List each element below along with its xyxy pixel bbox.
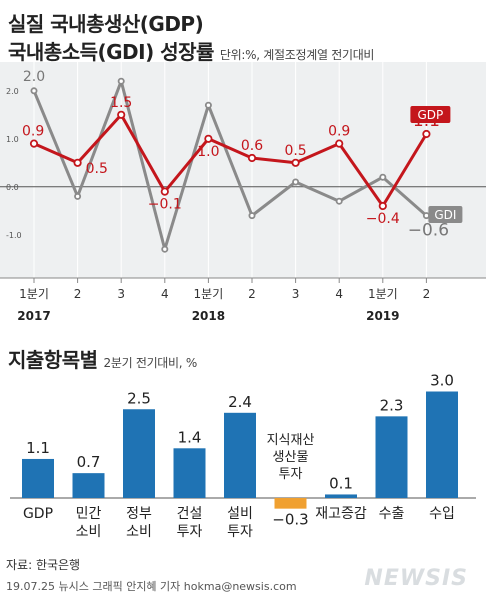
gdi-point [335, 197, 343, 205]
category-label: 건설 [177, 506, 203, 522]
x-tick-label: 3 [117, 287, 125, 301]
gdp-point [422, 129, 431, 139]
category-label: 재고증감 [315, 506, 367, 522]
credit-line: 19.07.25 뉴시스 그래픽 안지혜 기자 hokma@newsis.com [6, 580, 297, 593]
gdi-point [204, 101, 212, 109]
bar-value-label: 3.0 [430, 372, 454, 390]
bar [224, 412, 256, 498]
year-label: 2017 [17, 309, 50, 323]
category-label: 생산물 [273, 450, 309, 465]
newsis-logo: NEWSIS [364, 566, 468, 591]
bar [426, 391, 458, 498]
gdp-point [73, 158, 82, 167]
gdi-legend: GDI [428, 206, 463, 223]
category-label: 정부 [126, 506, 152, 522]
gdp-series-line [33, 113, 428, 208]
gdp-point [160, 187, 169, 196]
gdi-point [161, 245, 169, 253]
category-label: 수출 [379, 506, 405, 522]
gdp-data-label: −0.4 [366, 211, 400, 227]
y-tick-label: 2.0 [6, 87, 19, 96]
gdp-legend-label: GDP [418, 108, 444, 122]
y-tick-label: -1.0 [6, 231, 22, 240]
gdp-point [29, 139, 39, 148]
category-label: 투자 [177, 524, 203, 540]
gdi-point [74, 192, 82, 200]
gdp-point [247, 153, 257, 163]
gdi-point [30, 87, 38, 95]
bar [22, 458, 54, 498]
bar [375, 416, 408, 498]
gdi-legend-box [428, 206, 463, 223]
gdi-legend-label: GDI [434, 208, 456, 222]
bar [274, 498, 307, 509]
bar-value-label: 0.7 [77, 453, 101, 471]
gdp-legend: GDP [410, 106, 451, 123]
x-tick-label: 1분기 [194, 287, 224, 301]
x-tick-label: 2 [248, 287, 256, 301]
gdi-data-label: −0.6 [408, 221, 449, 241]
bar [325, 494, 357, 498]
x-tick-label: 4 [161, 287, 169, 301]
gdp-data-label: 1.5 [110, 95, 132, 111]
bar [173, 448, 206, 498]
bar-value-label: 1.4 [178, 428, 202, 446]
gdi-data-label: 2.0 [23, 69, 45, 85]
gdp-data-label: 1.0 [197, 144, 219, 160]
chart-title-line1: 실질 국내총생산(GDP) [8, 12, 204, 36]
gdp-point [117, 110, 126, 119]
plot-background [0, 62, 486, 278]
bar [72, 473, 105, 498]
gdp-point [291, 158, 300, 167]
gdp-data-label: 0.6 [241, 138, 263, 154]
category-label: 투자 [279, 467, 303, 482]
gdi-point [117, 77, 125, 85]
year-label: 2019 [366, 309, 399, 323]
expenditure-section-title: 지출항목별 2분기 전기대비, % [8, 348, 198, 372]
x-tick-label: 2 [74, 287, 82, 301]
bar-value-label: −0.3 [272, 511, 308, 529]
gdi-point [248, 212, 256, 220]
bar-value-label: 0.1 [329, 474, 353, 492]
unit-note: 단위:%, 계절조정계열 전기대비 [219, 48, 375, 62]
gdp-data-label: 0.9 [22, 124, 44, 140]
category-label: GDP [23, 506, 53, 522]
x-tick-label: 1분기 [19, 287, 49, 301]
expenditure-unit-note: 2분기 전기대비, % [103, 356, 198, 370]
year-label: 2018 [192, 309, 225, 323]
gdi-point [379, 173, 387, 181]
category-label: 수입 [429, 506, 455, 522]
x-tick-label: 3 [292, 287, 300, 301]
gdp-point [204, 134, 213, 143]
gdp-point [378, 201, 387, 211]
bar [123, 409, 155, 498]
category-label: 지식재산 [267, 433, 315, 448]
category-label: 소비 [126, 524, 152, 540]
bar-value-label: 1.1 [26, 439, 50, 457]
gdp-point [335, 139, 344, 148]
gdi-point [422, 212, 430, 220]
bar-value-label: 2.4 [228, 393, 252, 411]
category-label: 설비 [227, 506, 253, 522]
gdp-data-label: 0.5 [86, 161, 108, 177]
gdi-point [292, 178, 300, 186]
gdp-data-label: 0.9 [328, 124, 350, 140]
x-tick-label: 1분기 [368, 287, 398, 301]
x-tick-label: 4 [335, 287, 343, 301]
bar-value-label: 2.3 [380, 396, 404, 414]
chart-title-line2: 국내총소득(GDI) 성장률 단위:%, 계절조정계열 전기대비 [8, 40, 375, 64]
category-label: 투자 [227, 524, 253, 540]
gdp-data-label: −0.1 [148, 197, 182, 213]
category-label: 소비 [76, 524, 102, 540]
category-label: 민간 [76, 506, 102, 522]
gdp-legend-box [410, 106, 451, 123]
bar-value-label: 2.5 [127, 389, 151, 407]
source-note: 자료: 한국은행 [6, 558, 81, 572]
y-tick-label: 1.0 [6, 135, 19, 144]
gdp-data-label: 0.5 [284, 143, 306, 159]
x-tick-label: 2 [423, 287, 431, 301]
